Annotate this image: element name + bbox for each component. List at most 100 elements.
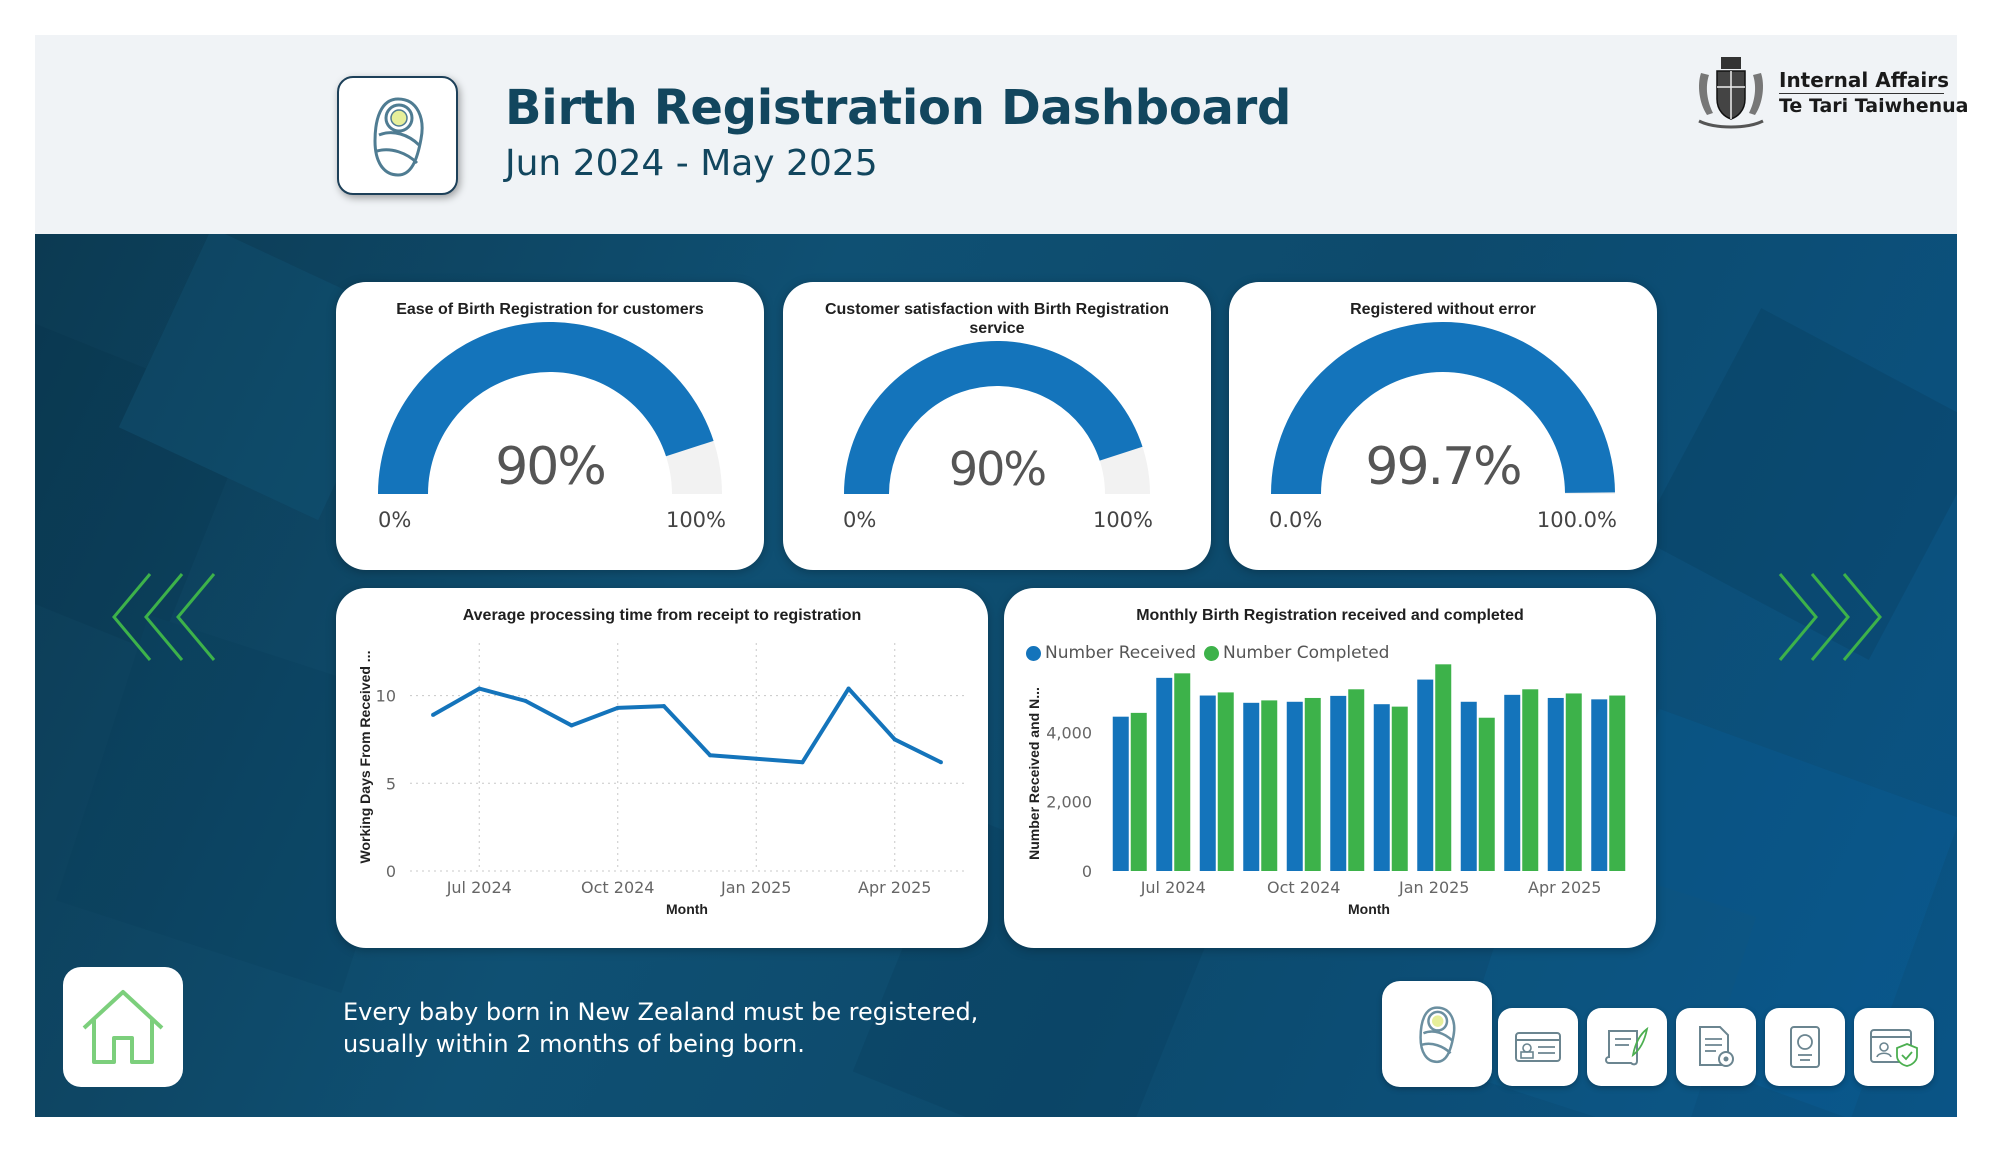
- series-line: [432, 686, 942, 765]
- legend-label: Number Received: [1045, 643, 1197, 663]
- bar-completed: [1304, 697, 1321, 871]
- gauge-card-ease: Ease of Birth Registration for customers…: [336, 282, 764, 570]
- data-point: [708, 753, 713, 758]
- legend-swatch-blue: [1026, 645, 1041, 661]
- nav-document-processing[interactable]: [1676, 1008, 1756, 1086]
- gauge-min-label: 0%: [378, 508, 412, 532]
- gauge-fill: [378, 322, 714, 494]
- baby-icon: [372, 96, 423, 177]
- data-point: [477, 686, 482, 691]
- bar-completed: [1348, 689, 1365, 871]
- next-chevrons-icon: [1778, 573, 1882, 661]
- y-tick-label: 0: [1082, 862, 1092, 881]
- legend-item-completed: Number Completed: [1204, 643, 1389, 663]
- bar-received: [1591, 699, 1608, 871]
- certificate-scroll-icon: [1605, 1026, 1649, 1066]
- y-axis-label: Number Received and N...: [1026, 687, 1042, 860]
- legend-swatch-green: [1204, 645, 1220, 661]
- nav-identity-card[interactable]: [1498, 1008, 1578, 1086]
- processing-time-chart-card: Average processing time from receipt to …: [336, 588, 988, 948]
- y-tick-label: 5: [386, 774, 396, 793]
- gauge-max-label: 100.0%: [1536, 508, 1617, 532]
- bar-received: [1112, 716, 1129, 871]
- footnote: Every baby born in New Zealand must be r…: [343, 996, 978, 1060]
- bar-completed: [1435, 664, 1452, 871]
- gauge-min-label: 0.0%: [1269, 508, 1323, 532]
- gauge-title: Customer satisfaction with Birth Registr…: [824, 301, 1170, 337]
- data-point: [661, 704, 666, 709]
- bar-completed: [1174, 673, 1191, 871]
- y-axis-label: Working Days From Received ...: [357, 651, 373, 864]
- bar-completed: [1478, 717, 1495, 871]
- data-point: [892, 737, 897, 742]
- gauge-max-label: 100%: [1092, 508, 1153, 532]
- gauge-title: Registered without error: [1350, 301, 1536, 318]
- chart-legend: Number Received Number Completed: [1026, 643, 1389, 663]
- data-point: [754, 756, 759, 761]
- gauge-fill: [844, 341, 1143, 494]
- bar-received: [1243, 702, 1260, 871]
- dashboard-frame: Birth Registration Dashboard Jun 2024 - …: [35, 35, 1968, 1117]
- previous-chevrons-icon: [112, 573, 216, 661]
- x-tick-label: Jul 2024: [446, 878, 512, 897]
- home-button[interactable]: [63, 967, 183, 1087]
- bar-completed: [1522, 689, 1539, 871]
- chart-title: Average processing time from receipt to …: [462, 607, 862, 624]
- bar-received: [1373, 704, 1390, 871]
- gauge-fill: [1271, 322, 1615, 494]
- bar-received: [1547, 697, 1564, 871]
- x-tick-label: Oct 2024: [1267, 878, 1340, 897]
- gauge-arc: [378, 322, 722, 494]
- birth-registration-logo-tile: [337, 76, 458, 195]
- x-tick-label: Jul 2024: [1140, 878, 1206, 897]
- bar-received: [1330, 695, 1347, 871]
- legend-label: Number Completed: [1223, 643, 1390, 663]
- x-tick-label: Jan 2025: [720, 878, 791, 897]
- gauge-card-accuracy: Registered without error 99.7% 0.0% 100.…: [1229, 282, 1657, 570]
- footnote-line: Every baby born in New Zealand must be r…: [343, 998, 979, 1026]
- agency-name: Internal Affairs: [1779, 68, 1950, 92]
- chart-title: Monthly Birth Registration received and …: [1136, 607, 1524, 624]
- data-point: [523, 698, 528, 703]
- data-point: [800, 760, 805, 765]
- y-tick-label: 10: [376, 687, 396, 706]
- agency-logo: Internal Affairs Te Tari Taiwhenua: [1693, 55, 1968, 135]
- x-axis-label: Month: [666, 901, 708, 917]
- gauge-arc: [844, 341, 1150, 494]
- monthly-registrations-chart-card: Monthly Birth Registration received and …: [1004, 588, 1656, 948]
- nav-identity-verification[interactable]: [1854, 1008, 1934, 1086]
- bar-received: [1286, 701, 1303, 871]
- gauge-arc: [1271, 322, 1615, 494]
- bar-completed: [1217, 692, 1234, 871]
- gauge-max-label: 100%: [665, 508, 726, 532]
- bar-completed: [1261, 700, 1278, 871]
- data-point: [938, 760, 943, 765]
- monthly-registrations-bar-chart: 0 2,000 4,000 Jul 2024 Oct 2024 Jan 2025 Apr 2…: [1026, 664, 1626, 917]
- data-point: [846, 686, 851, 691]
- bar-received: [1417, 679, 1434, 871]
- agency-divider: [1779, 93, 1944, 94]
- bar-completed: [1565, 693, 1582, 871]
- nav-passport[interactable]: [1765, 1008, 1845, 1086]
- baby-icon: [1419, 1006, 1456, 1064]
- gauge-card-satisfaction: Customer satisfaction with Birth Registr…: [783, 282, 1211, 570]
- reporting-period: Jun 2024 - May 2025: [505, 143, 878, 184]
- gauge-title: Ease of Birth Registration for customers: [396, 301, 704, 318]
- nav-certificate[interactable]: [1587, 1008, 1667, 1086]
- data-point: [569, 723, 574, 728]
- x-tick-label: Apr 2025: [858, 878, 931, 897]
- id-card-icon: [1515, 1032, 1561, 1062]
- data-point: [431, 712, 436, 717]
- x-tick-label: Oct 2024: [581, 878, 654, 897]
- bar-received: [1156, 677, 1173, 871]
- y-tick-label: 4,000: [1046, 723, 1092, 742]
- nav-birth-registration[interactable]: [1382, 981, 1492, 1087]
- y-tick-label: 0: [386, 862, 396, 881]
- gauge-value: 90%: [948, 442, 1047, 496]
- x-axis-label: Month: [1348, 901, 1390, 917]
- document-gear-icon: [1699, 1026, 1734, 1067]
- passport-icon: [1790, 1026, 1820, 1068]
- bar-received: [1199, 695, 1216, 871]
- footnote-line: usually within 2 months of being born.: [343, 1030, 805, 1058]
- bar-received: [1460, 701, 1477, 871]
